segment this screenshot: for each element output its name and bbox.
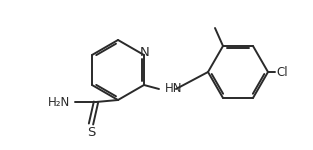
Text: N: N (140, 46, 150, 60)
Text: H₂N: H₂N (48, 96, 70, 108)
Text: Cl: Cl (276, 66, 288, 78)
Text: S: S (87, 126, 95, 140)
Text: HN: HN (165, 82, 182, 96)
